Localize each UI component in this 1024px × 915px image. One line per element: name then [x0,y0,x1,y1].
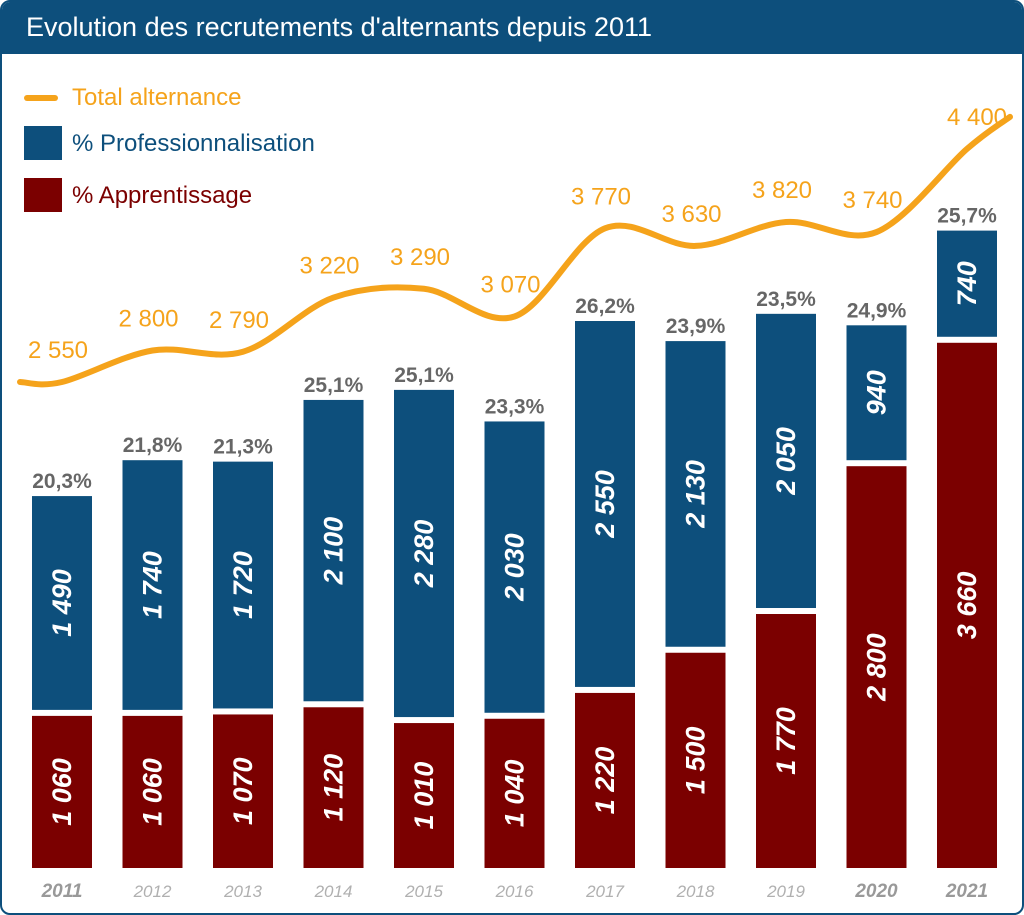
value-label-pro-2015: 2 280 [409,520,439,589]
value-label-pro-2018: 2 130 [681,460,711,529]
pct-label-2014: 25,1% [304,374,364,397]
bar-pro-2014 [303,399,364,702]
bar-pro-2018 [665,341,726,647]
value-label-app-2019: 1 770 [771,707,801,775]
year-label-2013: 2013 [223,882,262,901]
bar-pro-2016 [484,421,545,713]
bar-pro-2012 [122,460,183,710]
value-label-pro-2011: 1 490 [47,569,77,637]
value-label-app-2012: 1 060 [138,758,168,826]
bar-pro-2017 [575,321,635,687]
bar-app-2021 [937,342,997,868]
value-label-pro-2020: 940 [862,370,892,415]
total-label-2013: 2 790 [209,307,269,334]
total-label-2014: 3 220 [299,253,359,280]
total-label-2021: 4 400 [947,104,1007,131]
value-label-app-2014: 1 120 [319,754,349,822]
value-label-app-2015: 1 010 [409,762,439,830]
legend-swatch-total [24,95,58,101]
chart-header: Evolution des recrutements d'alternants … [2,2,1022,54]
bar-app-2019 [756,614,816,868]
value-label-app-2020: 2 800 [862,633,892,702]
total-label-2019: 3 820 [752,177,812,204]
bar-pro-2019 [756,313,816,609]
bar-app-2015 [394,723,454,868]
total-label-2017: 3 770 [571,183,631,210]
value-label-pro-2012: 1 740 [138,551,168,619]
legend-swatch-pro [24,126,62,160]
year-label-2015: 2015 [404,882,443,901]
year-label-2019: 2019 [766,882,805,901]
value-label-pro-2014: 2 100 [319,517,349,586]
pct-label-2016: 23,3% [485,395,545,418]
value-label-pro-2019: 2 050 [771,427,801,496]
total-label-2012: 2 800 [118,306,178,333]
legend-label-pro: % Professionnalisation [72,130,315,157]
pct-label-2013: 21,3% [213,436,273,459]
bar-app-2012 [122,715,183,868]
bar-pro-2013 [213,461,273,709]
bar-pro-2011 [32,496,92,710]
value-label-pro-2021: 740 [952,261,982,306]
legend-label-app: % Apprentissage [72,182,253,209]
value-label-app-2017: 1 220 [590,747,620,815]
value-label-app-2018: 1 500 [681,727,711,795]
bar-app-2018 [665,652,726,868]
value-label-app-2021: 3 660 [952,572,982,640]
pct-label-2021: 25,7% [937,205,997,228]
total-label-2016: 3 070 [480,271,540,298]
value-label-pro-2013: 1 720 [228,551,258,619]
pct-label-2019: 23,5% [756,288,816,311]
legend-swatch-app [24,178,62,212]
value-label-app-2013: 1 070 [228,757,258,825]
pct-label-2015: 25,1% [394,364,454,387]
total-line [17,113,1013,388]
total-label-2011: 2 550 [28,337,88,364]
value-label-app-2016: 1 040 [500,760,530,828]
year-label-2017: 2017 [585,882,624,901]
total-label-2018: 3 630 [661,201,721,228]
year-label-2018: 2018 [676,882,715,901]
legend-label-total: Total alternance [72,84,242,111]
bar-app-2013 [213,714,273,868]
bar-app-2011 [32,715,92,868]
chart-title: Evolution des recrutements d'alternants … [26,12,653,42]
pct-label-2012: 21,8% [123,434,183,457]
bar-app-2020 [846,466,907,868]
value-label-pro-2016: 2 030 [500,533,530,602]
year-label-2012: 2012 [133,882,172,901]
value-label-app-2011: 1 060 [47,758,77,826]
year-label-2014: 2014 [314,882,353,901]
total-label-2020: 3 740 [842,187,902,214]
bar-pro-2020 [846,325,907,461]
bar-pro-2021 [937,230,997,337]
bar-pro-2015 [394,389,454,718]
value-label-pro-2017: 2 550 [590,470,620,539]
bar-app-2014 [303,707,364,868]
bar-app-2017 [575,692,635,868]
bar-app-2016 [484,718,545,868]
pct-label-2017: 26,2% [575,295,635,318]
pct-label-2011: 20,3% [32,470,92,493]
total-label-2015: 3 290 [390,244,450,271]
year-label-2011: 2011 [41,881,83,902]
pct-label-2020: 24,9% [847,299,907,322]
year-label-2020: 2020 [854,881,898,902]
year-label-2021: 2021 [945,881,988,902]
pct-label-2018: 23,9% [666,315,726,338]
year-label-2016: 2016 [495,882,534,901]
